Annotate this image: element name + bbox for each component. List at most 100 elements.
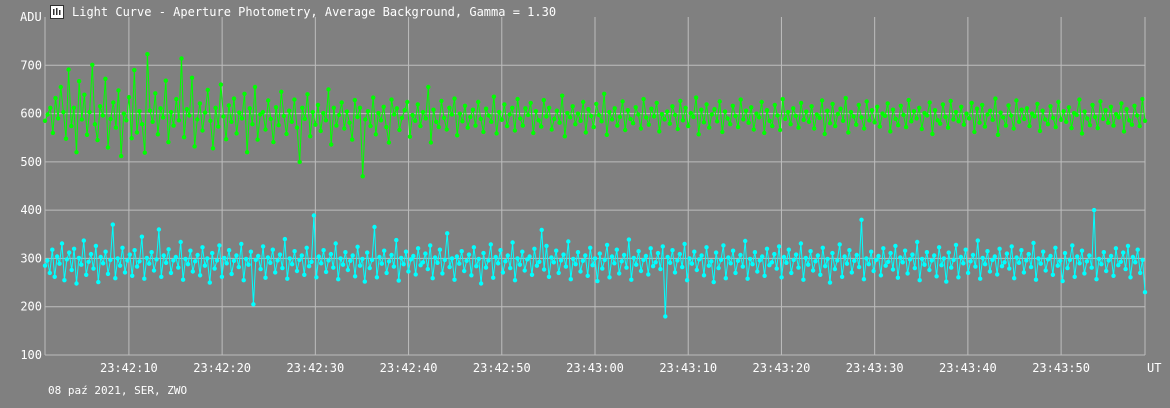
data-point — [76, 79, 82, 84]
data-point — [471, 245, 477, 250]
data-point — [578, 118, 583, 124]
data-point — [682, 241, 687, 247]
data-point — [767, 263, 772, 268]
data-point — [963, 247, 968, 252]
data-point — [222, 255, 227, 261]
data-point — [822, 131, 827, 137]
data-point — [1124, 107, 1129, 112]
data-point — [243, 256, 249, 262]
data-point — [1140, 96, 1145, 102]
data-point — [197, 101, 203, 106]
data-point — [796, 125, 801, 130]
data-point — [1082, 271, 1087, 276]
data-point — [696, 132, 701, 137]
data-point — [643, 253, 649, 259]
data-point — [1116, 115, 1121, 120]
data-point — [329, 142, 334, 147]
data-point — [882, 113, 888, 119]
data-point — [738, 97, 743, 102]
data-point — [45, 112, 50, 117]
data-point — [205, 256, 210, 261]
x-tick-label: 23:42:30 — [286, 361, 344, 375]
data-point — [287, 108, 292, 113]
data-point — [549, 127, 554, 132]
data-point — [749, 105, 754, 110]
data-point — [788, 122, 793, 127]
data-point — [113, 125, 119, 130]
data-point — [1053, 245, 1058, 250]
data-point — [776, 244, 782, 249]
data-point — [617, 271, 622, 276]
data-point — [447, 264, 452, 270]
data-point — [846, 130, 851, 135]
data-point — [554, 108, 560, 113]
light-curve-app-icon[interactable] — [50, 5, 64, 19]
y-tick-label: 200 — [20, 300, 42, 314]
data-point — [583, 130, 588, 135]
data-point — [115, 256, 120, 261]
data-point — [772, 102, 777, 108]
data-point — [1014, 98, 1019, 103]
data-point — [415, 246, 421, 251]
data-point — [413, 118, 418, 124]
data-point — [161, 253, 166, 258]
data-point — [883, 263, 888, 268]
data-point — [932, 108, 938, 113]
data-point — [596, 112, 602, 118]
data-point — [825, 108, 830, 113]
data-point — [1048, 104, 1053, 109]
data-point — [818, 272, 823, 277]
data-point — [607, 109, 612, 115]
data-point — [827, 121, 833, 126]
data-point — [849, 270, 854, 275]
data-point — [275, 258, 280, 263]
data-point — [302, 272, 307, 277]
data-point — [311, 213, 317, 218]
data-point — [861, 126, 867, 131]
data-point — [869, 249, 874, 254]
data-point — [292, 97, 297, 102]
data-point — [466, 252, 472, 257]
data-point — [176, 265, 181, 270]
y-axis-unit-label: ADU — [20, 10, 42, 24]
data-point — [726, 255, 731, 260]
data-point — [1067, 257, 1073, 263]
data-point — [399, 115, 405, 121]
data-point — [859, 217, 864, 222]
data-point — [1024, 258, 1029, 263]
data-point — [693, 95, 699, 100]
data-point — [948, 98, 953, 104]
data-point — [401, 262, 406, 267]
data-point — [972, 129, 977, 135]
data-point — [941, 256, 947, 261]
data-point — [709, 112, 714, 117]
data-point — [362, 279, 367, 284]
data-point — [772, 251, 777, 257]
data-point — [670, 104, 675, 109]
data-point — [256, 253, 261, 259]
data-point — [890, 267, 896, 272]
data-point — [607, 275, 612, 280]
data-point — [365, 109, 371, 114]
data-point — [718, 257, 724, 263]
data-point — [827, 280, 833, 285]
data-point — [663, 314, 668, 319]
data-point — [42, 118, 48, 124]
data-point — [188, 248, 193, 253]
data-point — [762, 273, 767, 278]
data-point — [820, 245, 825, 250]
data-point — [1001, 115, 1006, 120]
data-point — [725, 116, 730, 121]
data-point — [318, 128, 323, 134]
data-point — [885, 101, 890, 106]
data-point — [662, 117, 667, 122]
data-point — [166, 247, 171, 252]
data-point — [754, 111, 759, 116]
data-point — [619, 259, 624, 264]
data-point — [69, 267, 74, 273]
data-point — [271, 139, 276, 145]
data-point — [87, 109, 92, 115]
data-point — [234, 253, 239, 258]
data-point — [250, 122, 255, 127]
data-point — [153, 91, 158, 96]
